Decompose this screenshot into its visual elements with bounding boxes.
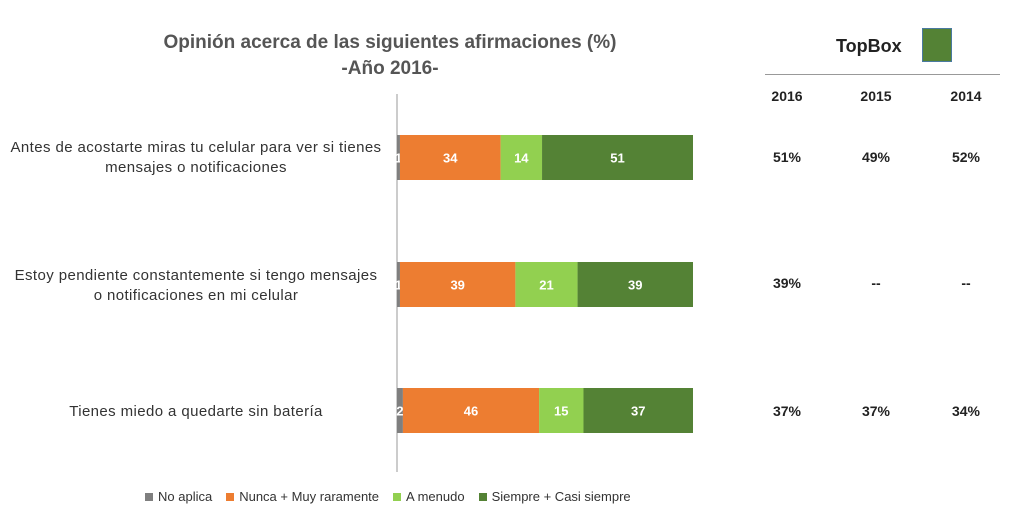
bar-segment xyxy=(397,262,400,307)
bar-data-label: 46 xyxy=(464,404,478,419)
bar-segment xyxy=(515,262,578,307)
topbox-title: TopBox xyxy=(836,36,902,56)
category-label-2: Estoy pendiente constantemente si tengo … xyxy=(14,267,378,304)
topbox-cell: 39% xyxy=(772,275,802,291)
bar-data-label: 51 xyxy=(610,151,624,166)
legend-item-a-menudo: A menudo xyxy=(393,489,465,504)
topbox-cell: 52% xyxy=(951,149,981,165)
bar-segment xyxy=(539,388,584,433)
year-header-2015: 2015 xyxy=(860,88,892,104)
category-label-1: Antes de acostarte miras tu celular para… xyxy=(10,139,382,176)
legend-swatch xyxy=(478,492,487,501)
topbox-cell: -- xyxy=(871,275,881,291)
bar-data-label: 37 xyxy=(631,404,645,419)
legend: No aplica Nunca + Muy raramente A menudo… xyxy=(145,489,631,504)
legend-swatch xyxy=(145,492,153,501)
legend-label: Siempre + Casi siempre xyxy=(491,489,631,504)
topbox-cell: 51% xyxy=(772,149,802,165)
bar-data-label: 39 xyxy=(450,278,464,293)
bar-data-label: 2 xyxy=(396,404,403,419)
legend-label: Nunca + Muy raramente xyxy=(239,489,380,504)
legend-swatch xyxy=(226,492,235,501)
legend-label: A menudo xyxy=(406,489,465,504)
bar-data-label: 21 xyxy=(539,278,553,293)
year-header-2016: 2016 xyxy=(771,88,803,104)
topbox-cell: 49% xyxy=(861,149,891,165)
topbox-cell: 34% xyxy=(951,403,981,419)
year-header-2014: 2014 xyxy=(950,88,982,104)
bar-data-label: 39 xyxy=(628,278,642,293)
bar-data-label: 15 xyxy=(554,404,568,419)
bar-data-label: 1 xyxy=(395,151,402,166)
legend-item-no-aplica: No aplica xyxy=(145,489,212,504)
bar-segment xyxy=(399,135,501,180)
legend-swatch xyxy=(393,492,402,501)
category-label-3: Tienes miedo a quedarte sin batería xyxy=(69,403,323,420)
bars-group: 1 34 14 51 1 39 21 39 2 46 15 37 xyxy=(395,135,693,433)
chart-subtitle: -Año 2016- xyxy=(341,58,439,79)
bar-data-label: 1 xyxy=(395,278,402,293)
legend-label: No aplica xyxy=(158,489,213,504)
bar-segment xyxy=(397,388,403,433)
bar-segment xyxy=(542,135,693,180)
bar-segment xyxy=(399,262,516,307)
topbox-cell: -- xyxy=(961,275,971,291)
bar-segment xyxy=(500,135,543,180)
bar-segment xyxy=(397,135,400,180)
chart-title: Opinión acerca de las siguientes afirmac… xyxy=(163,32,617,53)
bar-segment xyxy=(583,388,693,433)
bar-data-label: 14 xyxy=(514,151,529,166)
topbox-swatch xyxy=(922,28,952,62)
bar-segment xyxy=(577,262,693,307)
topbox-cell: 37% xyxy=(772,403,802,419)
topbox-divider xyxy=(765,74,1000,75)
bar-data-label: 34 xyxy=(443,151,458,166)
topbox-cell: 37% xyxy=(861,403,891,419)
legend-item-siempre: Siempre + Casi siempre xyxy=(478,489,631,504)
legend-item-nunca: Nunca + Muy raramente xyxy=(226,489,379,504)
bar-segment xyxy=(402,388,540,433)
